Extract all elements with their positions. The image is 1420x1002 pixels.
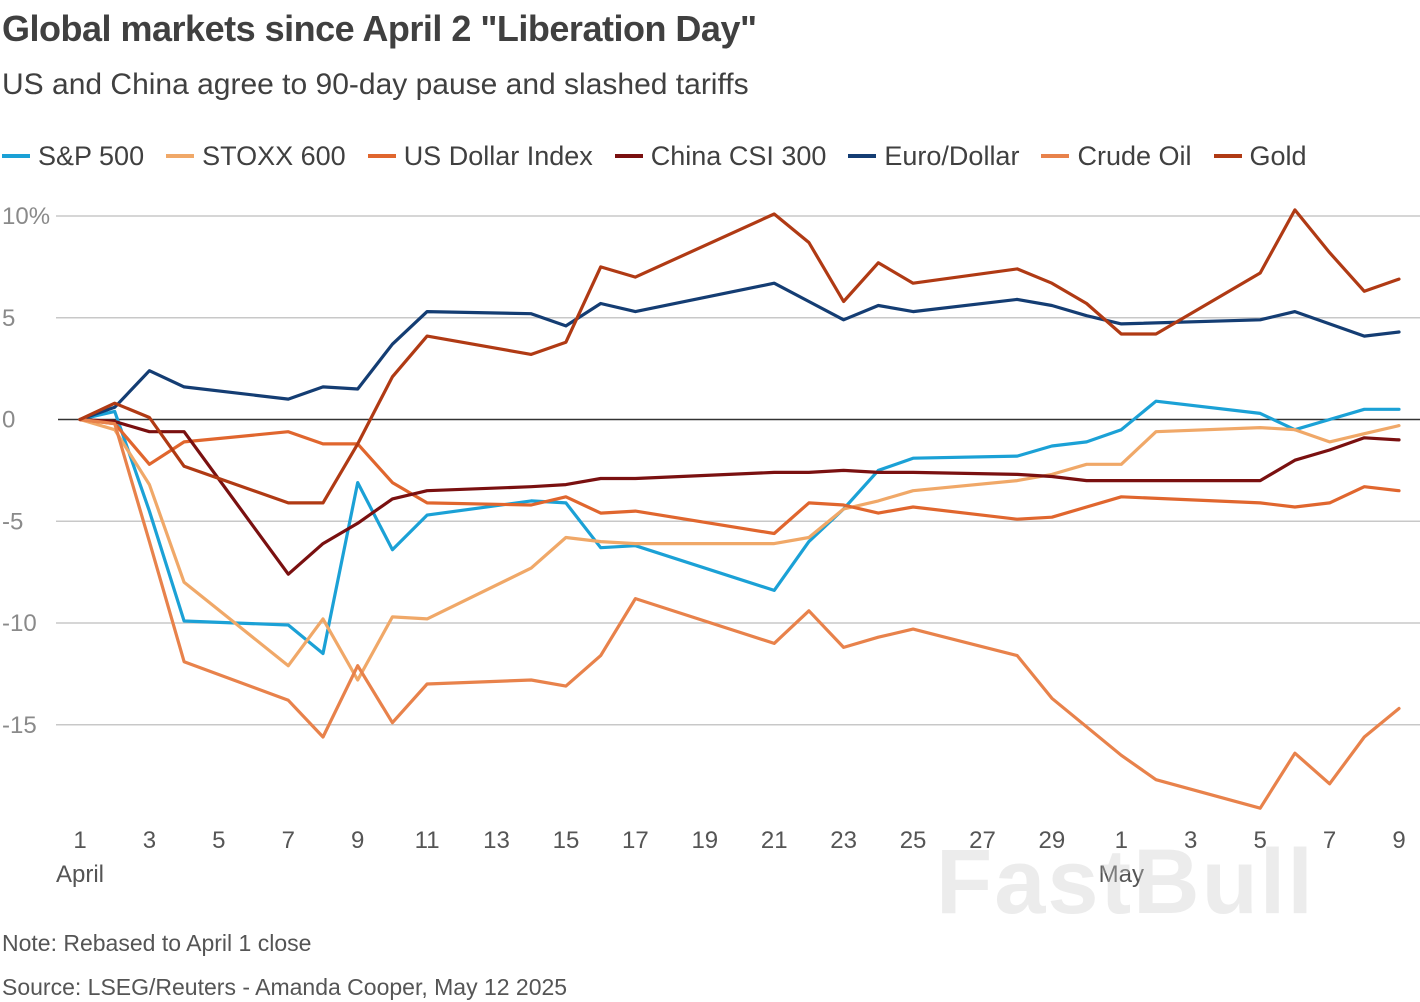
x-tick-label: 15 [553, 827, 580, 854]
legend-item: Gold [1213, 140, 1307, 172]
legend-label: Crude Oil [1077, 140, 1192, 171]
x-tick-label: 11 [415, 827, 440, 854]
y-tick-label: 5 [2, 305, 15, 332]
series-line-china-csi-300 [78, 417, 1401, 576]
grid-lines [56, 215, 1420, 726]
legend-item: China CSI 300 [614, 140, 827, 172]
legend-item: US Dollar Index [367, 140, 593, 172]
x-tick-label: 1 [73, 827, 86, 854]
x-tick-label: 3 [1184, 827, 1197, 854]
legend-swatch [614, 154, 643, 158]
legend-item: Euro/Dollar [848, 141, 1019, 172]
y-tick-label: 10% [2, 203, 50, 230]
x-tick-label: 5 [1253, 827, 1266, 854]
legend-label: China CSI 300 [650, 140, 827, 171]
legend-label: S&P 500 [38, 140, 145, 171]
x-tick-label: 9 [351, 827, 364, 854]
x-tick-label: 17 [622, 827, 649, 854]
y-tick-label: 0 [2, 407, 15, 434]
series-line-euro-dollar [78, 281, 1401, 422]
legend-item: Crude Oil [1041, 140, 1192, 172]
x-tick-label: 5 [212, 827, 225, 854]
chart-source: Source: LSEG/Reuters - Amanda Cooper, Ma… [2, 974, 568, 1000]
series-line-crude-oil [78, 417, 1401, 810]
legend-swatch [1213, 154, 1242, 158]
x-tick-label: 27 [969, 827, 996, 854]
y-tick-label: -10 [2, 610, 37, 637]
legend-swatch [1041, 154, 1070, 158]
watermark-logo: FastBull [936, 831, 1315, 933]
y-axis-labels: 10% 5 0 -5 -10 -15 [2, 203, 50, 739]
legend-item: S&P 500 [2, 141, 144, 172]
x-tick-label: 7 [1323, 827, 1336, 854]
y-tick-label: -5 [2, 508, 23, 535]
series-lines [78, 208, 1401, 810]
series-line-s-p-500 [78, 399, 1401, 656]
legend-item: STOXX 600 [166, 141, 346, 172]
series-line-stoxx-600 [78, 417, 1401, 682]
x-tick-label: 19 [691, 827, 718, 854]
x-tick-label: 25 [900, 827, 927, 854]
x-tick-label: 21 [761, 827, 788, 854]
chart-note: Note: Rebased to April 1 close [2, 930, 312, 956]
chart-legend: S&P 500 STOXX 600 US Dollar Index China CSI… [2, 138, 1329, 174]
x-tick-label: 1 [1115, 827, 1128, 854]
legend-swatch [367, 154, 396, 158]
chart-title: Global markets since April 2 "Liberation… [2, 8, 757, 49]
legend-swatch [2, 154, 30, 158]
x-tick-label: 23 [830, 827, 857, 854]
legend-swatch [848, 154, 877, 158]
legend-label: STOXX 600 [202, 140, 346, 171]
x-month-label: April [56, 861, 104, 888]
series-line-gold [78, 208, 1401, 505]
x-tick-label: 29 [1039, 827, 1066, 854]
legend-swatch [166, 154, 195, 158]
x-tick-label: 13 [483, 827, 510, 854]
x-month-label: May [1099, 861, 1144, 888]
legend-label: Gold [1249, 140, 1307, 171]
y-tick-label: -15 [2, 712, 37, 739]
x-tick-label: 3 [143, 827, 156, 854]
x-tick-label: 9 [1392, 827, 1405, 854]
legend-label: US Dollar Index [403, 140, 593, 171]
x-tick-label: 7 [282, 827, 295, 854]
legend-label: Euro/Dollar [884, 140, 1020, 171]
chart-subtitle: US and China agree to 90-day pause and s… [2, 68, 749, 101]
series-line-us-dollar-index [78, 417, 1401, 536]
